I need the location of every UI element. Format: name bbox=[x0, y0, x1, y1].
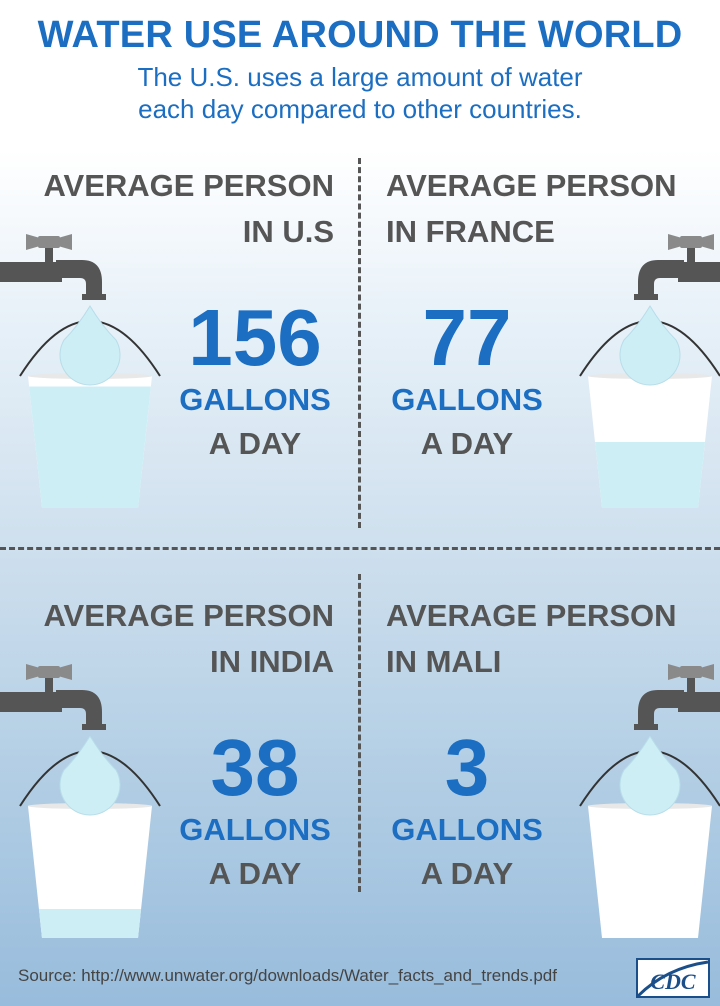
gallons-unit: GALLONS bbox=[391, 812, 543, 847]
panel-label-line2: IN INDIA bbox=[210, 644, 334, 679]
gallons-value: 156 bbox=[188, 293, 322, 382]
gallons-unit: GALLONS bbox=[179, 382, 331, 417]
bucket-icon bbox=[579, 320, 720, 508]
gallons-value: 3 bbox=[444, 723, 490, 812]
vertical-divider-top bbox=[358, 158, 361, 528]
faucet-icon bbox=[0, 664, 106, 730]
bucket-water bbox=[595, 442, 705, 508]
bucket-faucet-illustration bbox=[579, 234, 720, 508]
faucet-icon bbox=[0, 234, 106, 300]
illustration-group bbox=[0, 664, 161, 938]
water-drop-icon bbox=[59, 735, 121, 816]
illustration-group bbox=[0, 234, 161, 508]
page-title: WATER USE AROUND THE WORLD bbox=[37, 14, 683, 56]
gallons-unit: GALLONS bbox=[179, 812, 331, 847]
subtitle-line-1: The U.S. uses a large amount of water bbox=[137, 62, 583, 92]
panel-label-line1: AVERAGE PERSON bbox=[386, 168, 677, 203]
bucket-icon bbox=[19, 750, 161, 938]
water-drop-icon bbox=[619, 735, 681, 816]
illustration-group bbox=[579, 234, 720, 508]
bucket-faucet-illustration bbox=[579, 664, 720, 938]
panel-label-line2: IN MALI bbox=[386, 644, 502, 679]
bucket-icon bbox=[19, 320, 161, 508]
gallons-period: A DAY bbox=[420, 426, 514, 461]
panel-label-line2: IN FRANCE bbox=[386, 214, 555, 249]
gallons-value: 77 bbox=[422, 293, 512, 382]
faucet-icon bbox=[634, 234, 720, 300]
water-drop-icon bbox=[619, 305, 681, 386]
bucket-water bbox=[38, 908, 142, 938]
gallons-unit: GALLONS bbox=[391, 382, 543, 417]
bucket-faucet-illustration bbox=[0, 234, 161, 508]
gallons-value: 38 bbox=[210, 723, 300, 812]
panel-label-line2: IN U.S bbox=[242, 214, 334, 249]
panel-label-line1: AVERAGE PERSON bbox=[43, 168, 334, 203]
panel-label-line1: AVERAGE PERSON bbox=[386, 598, 677, 633]
illustration-group bbox=[579, 664, 720, 938]
cdc-logo: CDC bbox=[636, 958, 710, 998]
cdc-logo-text: CDC bbox=[650, 969, 696, 994]
faucet-icon bbox=[634, 664, 720, 730]
water-drop-icon bbox=[59, 305, 121, 386]
source-citation: Source: http://www.unwater.org/downloads… bbox=[18, 966, 557, 985]
bucket-water bbox=[29, 386, 151, 508]
gallons-period: A DAY bbox=[420, 856, 514, 891]
panel-label-line1: AVERAGE PERSON bbox=[43, 598, 334, 633]
vertical-divider-bottom bbox=[358, 574, 361, 892]
bucket-faucet-illustration bbox=[0, 664, 161, 938]
horizontal-divider bbox=[0, 547, 720, 550]
subtitle-line-2: each day compared to other countries. bbox=[138, 94, 582, 124]
gallons-period: A DAY bbox=[208, 426, 302, 461]
gallons-period: A DAY bbox=[208, 856, 302, 891]
